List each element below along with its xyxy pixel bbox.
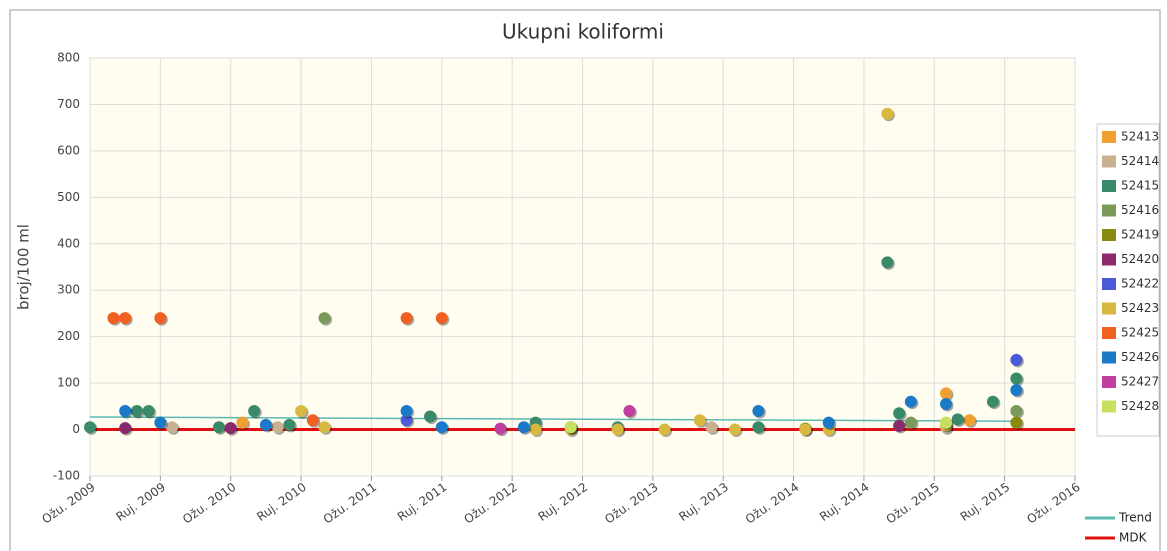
point (435, 421, 448, 434)
point (119, 422, 132, 435)
point (84, 421, 96, 434)
point (799, 423, 812, 436)
y-tick-label: 600 (57, 143, 80, 157)
legend-swatch (1102, 229, 1116, 241)
point (1010, 416, 1023, 429)
legend-label: 52414 (1121, 154, 1159, 168)
legend-swatch (1102, 376, 1116, 388)
y-tick-label: 200 (57, 329, 80, 343)
point (318, 312, 331, 325)
point (940, 398, 953, 411)
legend-label: 52422 (1121, 277, 1159, 291)
point (236, 416, 249, 429)
point (904, 416, 917, 429)
point (940, 387, 953, 400)
point (881, 256, 894, 269)
legend-swatch (1102, 302, 1116, 315)
point (1010, 404, 1023, 417)
legend-label: 52425 (1121, 326, 1159, 340)
point (154, 312, 167, 325)
point (424, 410, 437, 423)
legend-label: 52415 (1121, 179, 1159, 193)
point (400, 414, 413, 427)
point (986, 395, 999, 408)
point (259, 418, 272, 431)
point (517, 421, 530, 434)
y-tick-label: 500 (57, 190, 80, 204)
point (564, 421, 577, 434)
chart-title: Ukupni koliformi (502, 20, 664, 44)
point (611, 423, 624, 436)
point (494, 422, 507, 435)
point (1010, 384, 1023, 397)
point (283, 418, 296, 431)
point (951, 413, 964, 426)
legend-label: 52413 (1121, 130, 1159, 144)
point (623, 404, 636, 417)
legend-label: 52427 (1121, 375, 1159, 389)
legend-swatch (1102, 155, 1116, 168)
point (904, 395, 917, 408)
y-tick-label: 300 (57, 283, 80, 297)
point (212, 421, 225, 434)
legend-label: MDK (1119, 531, 1148, 545)
legend-swatch (1102, 278, 1116, 290)
point (693, 414, 706, 427)
point (130, 404, 143, 417)
legend-label: 52428 (1121, 399, 1159, 413)
point (752, 421, 765, 434)
y-tick-label: 700 (57, 97, 80, 111)
point (119, 312, 132, 325)
point (893, 407, 906, 420)
point (1010, 372, 1023, 385)
point (529, 423, 542, 436)
point (822, 416, 835, 429)
legend-swatch (1102, 253, 1116, 266)
legend-swatch (1102, 180, 1116, 192)
point (248, 404, 261, 417)
legend-swatch (1102, 131, 1116, 143)
legend-label: 52423 (1121, 301, 1159, 315)
legend-label: 52416 (1121, 203, 1159, 217)
legend-label: Trend (1118, 511, 1152, 525)
point (119, 404, 132, 417)
point (435, 312, 448, 325)
point (318, 421, 331, 434)
legend-swatch (1102, 351, 1116, 364)
legend-label: 52420 (1121, 252, 1159, 266)
y-tick-label: -100 (53, 469, 80, 483)
point (705, 421, 718, 434)
point (728, 423, 741, 436)
point (306, 414, 319, 427)
point (142, 404, 155, 417)
point (107, 312, 120, 325)
point (271, 421, 284, 434)
y-tick-label: 400 (57, 236, 80, 250)
point (752, 404, 765, 417)
point (893, 419, 906, 432)
point (881, 107, 894, 120)
point (224, 422, 237, 435)
point (1010, 353, 1023, 366)
point (940, 416, 953, 429)
y-tick-label: 800 (57, 51, 80, 65)
point (400, 404, 413, 417)
legend-swatch (1102, 327, 1116, 339)
point (154, 416, 167, 429)
y-axis-label: broj/100 ml (15, 224, 33, 310)
legend-swatch (1102, 400, 1116, 413)
legend-label: 52419 (1121, 228, 1159, 242)
legend-label: 52426 (1121, 350, 1159, 364)
point (295, 404, 308, 417)
point (400, 312, 413, 325)
y-tick-label: 0 (72, 422, 80, 436)
legend-swatch (1102, 204, 1116, 217)
point (658, 423, 671, 436)
y-tick-label: 100 (57, 376, 80, 390)
point (166, 421, 179, 434)
point (963, 414, 976, 427)
